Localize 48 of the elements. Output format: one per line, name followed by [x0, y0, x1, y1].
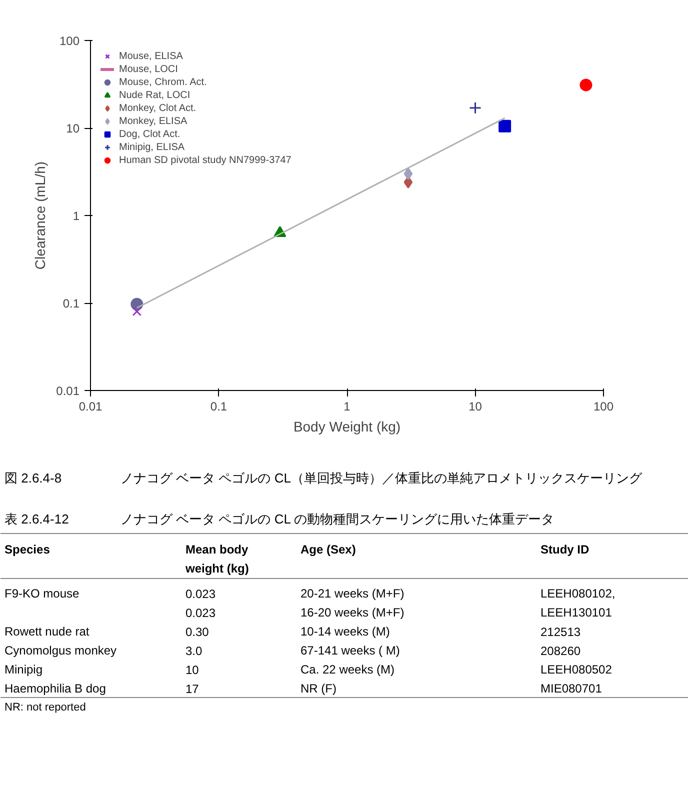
text: 10-14 weeks (M) — [300, 624, 390, 638]
text: Minipig — [4, 662, 43, 676]
text: 17 — [186, 682, 200, 696]
y-tick-label: 1 — [72, 209, 80, 223]
text: 212513 — [540, 625, 581, 639]
text: Study ID — [540, 542, 590, 556]
text: NR: not reported — [4, 702, 86, 714]
text: LEEH080102, LEEH130101 — [540, 586, 616, 620]
y-tick-label: 0.01 — [56, 384, 80, 398]
text: Age (Sex) — [300, 542, 356, 556]
text: LEEH080502 — [540, 662, 612, 676]
x-axis-title: Body Weight (kg) — [293, 418, 401, 434]
x-tick-label: 0.01 — [78, 400, 103, 414]
text: Cynomolgus monkey — [4, 644, 117, 658]
text: 3.0 — [186, 644, 203, 658]
text: 208260 — [540, 644, 581, 658]
x-tick-label: 10 — [468, 400, 482, 414]
text: NR (F) — [300, 682, 336, 696]
x-tick-label: 0.1 — [210, 400, 228, 414]
text: F9-KO mouse — [4, 586, 80, 600]
text: 図 2.6.4-8 ノナコグ ベータ ペゴルの CL（単回投与時）／体重比の単純アロメトリックスケーリング — [4, 470, 642, 486]
legend-label: Monkey, ELISA — [119, 116, 188, 126]
y-tick-label: 100 — [59, 34, 80, 48]
x-tick-label: 1 — [344, 400, 351, 414]
text: 0.30 — [186, 625, 210, 639]
legend-label: Mouse, ELISA — [119, 50, 183, 62]
text: Mean body weight (kg) — [184, 542, 249, 576]
text: MIE080701 — [540, 682, 602, 696]
legend-label: Nude Rat, LOCI — [119, 90, 190, 100]
legend-label: Monkey, Clot Act. — [119, 102, 196, 114]
text: Haemophilia B dog — [4, 682, 106, 696]
text: 20-21 weeks (M+F) 16-20 weeks (M+F) — [300, 586, 404, 620]
x-tick-label: 100 — [593, 400, 614, 414]
text: 67-141 weeks ( M) — [300, 644, 400, 658]
legend-label: Human SD pivotal study NN7999-3747 — [119, 154, 292, 166]
text: Rowett nude rat — [4, 624, 90, 638]
text: 表 2.6.4-12 ノナコグ ベータ ペゴルの CL の動物種間スケーリングに用いた体重データ — [4, 512, 554, 526]
y-tick-label: 10 — [66, 122, 80, 136]
y-axis-title: Clearance (mL/h) — [32, 161, 48, 270]
legend-label: Minipig, ELISA — [119, 142, 185, 152]
legend-label: Dog, Clot Act. — [119, 128, 180, 140]
text: Ca. 22 weeks (M) — [300, 662, 395, 676]
legend-label: Mouse, LOCI — [119, 64, 178, 74]
y-tick-label: 0.1 — [62, 296, 80, 310]
text: 0.023 0.023 — [186, 587, 216, 620]
text: 10 — [186, 663, 200, 677]
text: Species — [4, 542, 50, 556]
legend-label: Mouse, Chrom. Act. — [119, 76, 207, 88]
